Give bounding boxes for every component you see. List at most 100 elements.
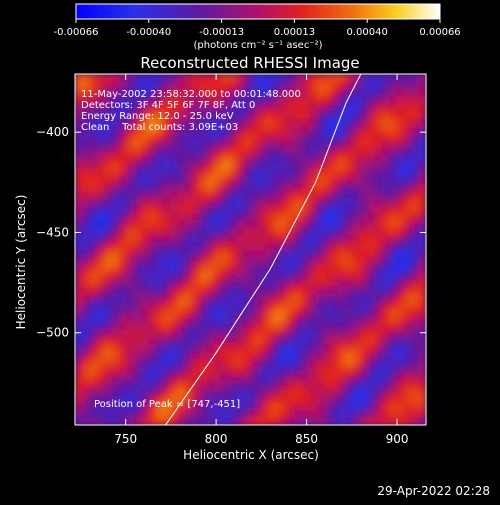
heatmap-cell — [213, 169, 222, 177]
heatmap-cell — [111, 74, 120, 82]
heatmap-cell — [418, 242, 426, 251]
heatmap-cell — [382, 191, 391, 199]
heatmap-cell — [287, 205, 295, 214]
heatmap-cell — [257, 359, 266, 368]
heatmap-cell — [294, 103, 303, 112]
heatmap-cell — [170, 95, 178, 104]
heatmap-cell — [118, 117, 127, 126]
heatmap-cell — [206, 103, 215, 112]
heatmap-cell — [309, 271, 317, 280]
heatmap-cell — [374, 249, 383, 258]
heatmap-cell — [265, 176, 274, 185]
heatmap-cell — [235, 234, 244, 243]
heatmap-cell — [389, 220, 398, 229]
heatmap-cell — [235, 256, 244, 265]
heatmap-cell — [418, 300, 426, 309]
heatmap-cell — [294, 132, 303, 141]
heatmap-cell — [192, 417, 200, 425]
heatmap-cell — [184, 227, 193, 236]
heatmap-cell — [126, 88, 135, 97]
heatmap-cell — [162, 271, 171, 280]
heatmap-cell — [250, 198, 259, 207]
heatmap-cell — [96, 278, 105, 287]
heatmap-cell — [213, 132, 222, 141]
heatmap-cell — [155, 351, 164, 360]
heatmap-cell — [133, 359, 142, 368]
heatmap-cell — [126, 410, 135, 419]
heatmap-cell — [250, 191, 259, 199]
heatmap-cell — [228, 264, 237, 273]
heatmap-cell — [133, 95, 142, 104]
heatmap-cell — [265, 300, 274, 309]
heatmap-cell — [82, 300, 91, 309]
heatmap-cell — [382, 351, 391, 360]
heatmap-cell — [75, 220, 83, 229]
heatmap-cell — [177, 322, 186, 331]
heatmap-cell — [228, 329, 237, 338]
heatmap-cell — [140, 271, 149, 280]
heatmap-cell — [243, 308, 252, 316]
heatmap-cell — [75, 242, 83, 251]
heatmap-cell — [104, 344, 113, 353]
heatmap-cell — [177, 234, 186, 243]
heatmap-cell — [111, 198, 120, 207]
heatmap-cell — [382, 322, 391, 331]
heatmap-cell — [126, 366, 135, 375]
heatmap-cell — [89, 227, 98, 236]
heatmap-cell — [374, 329, 383, 338]
heatmap-cell — [228, 117, 237, 126]
heatmap-cell — [89, 161, 98, 170]
heatmap-cell — [140, 81, 149, 90]
heatmap-cell — [265, 388, 274, 397]
heatmap-cell — [316, 125, 325, 134]
heatmap-cell — [294, 176, 303, 185]
heatmap-cell — [382, 366, 391, 375]
heatmap-cell — [177, 95, 186, 104]
heatmap-cell — [309, 147, 317, 156]
heatmap-cell — [389, 88, 398, 97]
heatmap-cell — [221, 278, 230, 287]
heatmap-cell — [221, 191, 230, 199]
heatmap-cell — [382, 132, 391, 141]
heatmap-cell — [118, 256, 127, 265]
heatmap-cell — [301, 139, 310, 148]
heatmap-cell — [177, 271, 186, 280]
heatmap-cell — [155, 81, 164, 90]
heatmap-cell — [374, 205, 383, 214]
heatmap-cell — [345, 271, 354, 280]
colorbar-ticks: -0.00066 -0.00040 -0.00013 0.00013 0.00040 0.… — [54, 19, 461, 38]
heatmap-cell — [257, 410, 266, 419]
heatmap-cell — [243, 183, 252, 192]
heatmap-cell — [265, 256, 274, 265]
heatmap-cell — [184, 212, 193, 221]
heatmap-cell — [170, 410, 178, 419]
heatmap-cell — [265, 81, 274, 90]
heatmap-cell — [184, 103, 193, 112]
heatmap-cell — [374, 410, 383, 419]
heatmap-cell — [418, 139, 426, 148]
heatmap-cell — [323, 191, 332, 199]
heatmap-cell — [118, 359, 127, 368]
heatmap-cell — [192, 381, 200, 390]
heatmap-cell — [404, 125, 412, 134]
heatmap-cell — [309, 381, 317, 390]
heatmap-cell — [309, 161, 317, 170]
heatmap-cell — [162, 242, 171, 251]
heatmap-cell — [228, 74, 237, 82]
heatmap-cell — [126, 403, 135, 411]
heatmap-cell — [374, 95, 383, 104]
heatmap-cell — [301, 205, 310, 214]
heatmap-cell — [243, 242, 252, 251]
heatmap-cell — [345, 81, 354, 90]
heatmap-cell — [309, 227, 317, 236]
heatmap-cell — [82, 381, 91, 390]
heatmap-cell — [192, 410, 200, 419]
heatmap-cell — [199, 74, 208, 82]
heatmap-cell — [389, 271, 398, 280]
heatmap-cell — [389, 278, 398, 287]
heatmap-cell — [279, 95, 288, 104]
heatmap-cell — [75, 183, 83, 192]
heatmap-cell — [294, 359, 303, 368]
heatmap-cell — [133, 278, 142, 287]
heatmap-cell — [235, 395, 244, 404]
